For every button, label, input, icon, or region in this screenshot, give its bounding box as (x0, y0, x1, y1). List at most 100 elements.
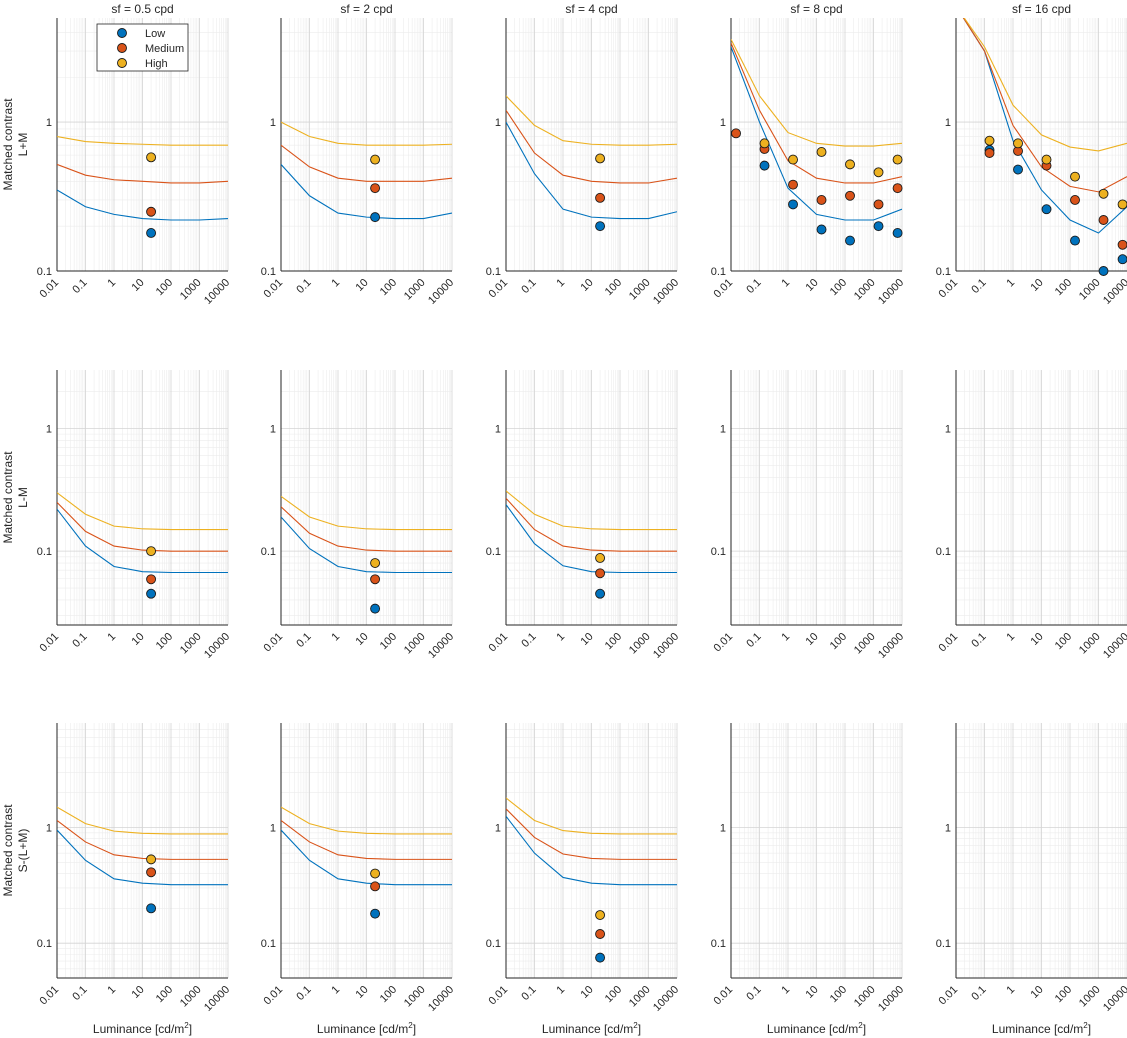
y-tick-label: 1 (720, 822, 726, 834)
col-title-3: sf = 4 cpd (565, 2, 617, 16)
x-tick-label: 10000 (426, 631, 456, 661)
curve-low (506, 121, 677, 220)
ylabel-channel: S-(L+M) (16, 829, 30, 873)
x-tick-label: 1000 (627, 631, 653, 657)
point-low (146, 903, 157, 914)
x-tick-label: 0.01 (487, 984, 511, 1008)
x-tick-label: 10000 (651, 631, 681, 661)
x-tick-label: 10 (130, 984, 147, 1001)
x-tick-label: 1 (554, 631, 567, 644)
curve-medium (281, 820, 452, 860)
x-tick-label: 10 (354, 631, 371, 648)
point-medium (984, 148, 995, 158)
x-tick-label: 1 (105, 277, 118, 290)
curve-high (57, 806, 228, 835)
x-tick-label: 10000 (876, 277, 906, 307)
y-tick-label: 1 (46, 822, 52, 834)
row-ylabel-1: Matched contrast L+M (1, 98, 30, 191)
point-high (146, 854, 157, 865)
x-tick-label: 10000 (202, 277, 232, 307)
y-tick-label: 1 (945, 117, 951, 129)
point-medium (1117, 239, 1127, 250)
x-tick-label: 0.1 (294, 631, 313, 650)
x-tick-label: 0.01 (937, 984, 961, 1008)
x-tick-label: 100 (1053, 277, 1074, 298)
point-low (1013, 164, 1023, 175)
x-tick-label: 10000 (426, 984, 456, 1014)
x-tick-label: 1000 (178, 277, 204, 303)
point-high (1013, 138, 1023, 149)
x-tick-label: 0.1 (519, 277, 538, 296)
x-tick-label: 10000 (876, 631, 906, 661)
x-tick-label: 100 (1053, 984, 1074, 1005)
x-tick-label: 0.1 (744, 631, 763, 650)
xlabel-3: Luminance [cd/m2] (542, 1021, 641, 1036)
x-tick-label: 1000 (1077, 631, 1103, 657)
point-low (370, 603, 381, 614)
x-tick-label: 100 (603, 631, 624, 652)
minor-grid (956, 18, 1127, 271)
x-tick-label: 0.01 (487, 631, 511, 655)
y-tick-label: 1 (495, 822, 501, 834)
x-tick-label: 10 (354, 277, 371, 294)
x-tick-label: 1000 (178, 631, 204, 657)
curve-low (506, 815, 677, 886)
point-medium (370, 183, 381, 194)
point-medium (146, 867, 157, 878)
xlabel-1: Luminance [cd/m2] (93, 1021, 192, 1036)
y-tick-label: 0.1 (37, 546, 52, 558)
x-tick-label: 10 (1029, 984, 1046, 1001)
curve-low (281, 516, 452, 574)
x-tick-label: 100 (154, 984, 175, 1005)
x-tick-label: 0.1 (519, 631, 538, 650)
x-tick-label: 1 (779, 984, 792, 997)
point-high (595, 910, 606, 921)
x-tick-label: 0.01 (38, 631, 62, 655)
point-medium (146, 574, 157, 585)
x-tick-label: 1 (1004, 277, 1017, 290)
x-tick-label: 0.1 (969, 984, 988, 1003)
col-title-2: sf = 2 cpd (340, 2, 392, 16)
ylabel-text: Matched contrast (1, 804, 15, 897)
y-tick-label: 0.1 (486, 938, 501, 950)
curve-high (506, 490, 677, 531)
x-tick-label: 10 (579, 277, 596, 294)
point-medium (146, 206, 157, 217)
y-tick-label: 1 (270, 822, 276, 834)
point-low (845, 235, 855, 246)
x-tick-label: 100 (378, 277, 399, 298)
x-tick-label: 10 (354, 984, 371, 1001)
x-tick-label: 1000 (627, 984, 653, 1010)
legend-marker-medium (117, 43, 127, 53)
x-tick-label: 100 (828, 277, 849, 298)
curve-high (506, 797, 677, 835)
xlabel-2: Luminance [cd/m2] (317, 1021, 416, 1036)
point-high (845, 159, 855, 170)
y-tick-label: 1 (495, 117, 501, 129)
x-tick-label: 1 (1004, 984, 1017, 997)
x-tick-label: 10 (1029, 631, 1046, 648)
y-tick-label: 0.1 (936, 938, 951, 950)
row-ylabel-3: Matched contrast S-(L+M) (1, 804, 30, 897)
curve-medium (57, 163, 228, 184)
x-tick-label: 10000 (651, 277, 681, 307)
curve-high (281, 121, 452, 146)
curve-low (57, 829, 228, 886)
x-tick-label: 10 (579, 984, 596, 1001)
ylabel-text: Matched contrast (1, 451, 15, 544)
curve-high (281, 806, 452, 835)
x-tick-label: 0.01 (712, 984, 736, 1008)
point-medium (788, 179, 798, 190)
curve-medium (281, 506, 452, 552)
ylabel-channel: L-M (16, 487, 30, 508)
point-low (1041, 204, 1052, 215)
x-tick-label: 0.01 (262, 277, 286, 301)
x-tick-label: 10 (130, 277, 147, 294)
curve-medium (731, 42, 902, 184)
